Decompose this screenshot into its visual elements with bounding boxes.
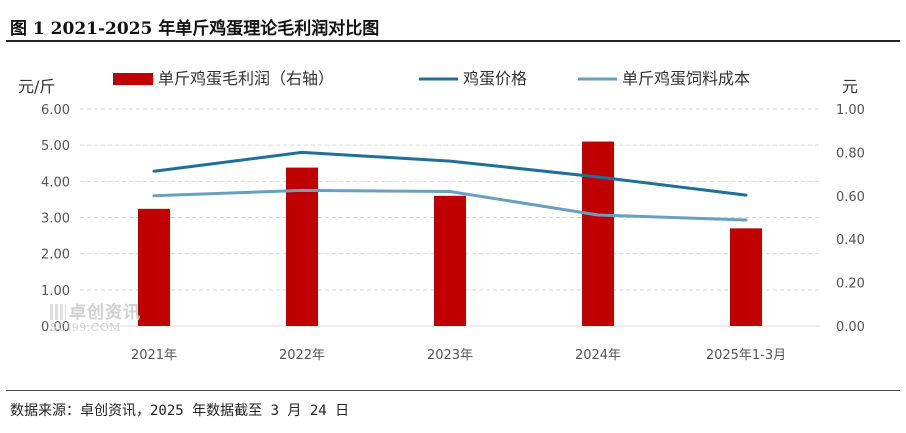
left-tick-label: 1.00 xyxy=(41,284,70,299)
bar xyxy=(138,208,170,326)
left-tick-label: 4.00 xyxy=(41,175,70,190)
watermark-logo-icon xyxy=(50,304,66,320)
legend-label: 单斤鸡蛋毛利润（右轴） xyxy=(158,69,334,88)
right-tick-label: 0.80 xyxy=(836,146,865,161)
legend-swatch-bar xyxy=(113,73,153,85)
x-tick-label: 2022年 xyxy=(279,348,325,363)
right-tick-label: 0.60 xyxy=(836,190,865,205)
chart-title: 图 1 2021-2025 年单斤鸡蛋理论毛利润对比图 xyxy=(10,19,380,39)
x-tick-label: 2025年1-3月 xyxy=(706,348,786,363)
bar xyxy=(730,228,762,326)
watermark-sub: SCI99.COM xyxy=(50,321,121,334)
left-tick-label: 3.00 xyxy=(41,212,70,227)
bar xyxy=(582,141,614,326)
source-note: 数据来源：卓创资讯，2025 年数据截至 3 月 24 日 xyxy=(10,403,350,419)
legend-label: 单斤鸡蛋饲料成本 xyxy=(622,69,750,88)
watermark: 卓创资讯 SCI99.COM xyxy=(50,304,141,333)
watermark-main: 卓创资讯 xyxy=(69,303,141,323)
right-tick-label: 0.00 xyxy=(836,320,865,335)
x-tick-label: 2023年 xyxy=(427,348,473,363)
bar xyxy=(434,195,466,326)
right-tick-label: 1.00 xyxy=(836,103,865,118)
series-line xyxy=(152,188,748,222)
left-tick-label: 0.00 xyxy=(41,320,70,335)
title-bar: 图 1 2021-2025 年单斤鸡蛋理论毛利润对比图 xyxy=(6,6,900,42)
left-tick-label: 6.00 xyxy=(41,103,70,118)
left-tick-label: 2.00 xyxy=(41,248,70,263)
left-axis-unit: 元/斤 xyxy=(18,77,55,96)
legend-label: 鸡蛋价格 xyxy=(463,69,527,88)
left-tick-label: 5.00 xyxy=(41,139,70,154)
right-axis-unit: 元 xyxy=(842,77,858,96)
x-tick-label: 2021年 xyxy=(131,348,177,363)
bar xyxy=(286,167,318,326)
series-line xyxy=(152,150,748,197)
footer-divider xyxy=(6,390,900,391)
right-tick-label: 0.20 xyxy=(836,277,865,292)
right-tick-label: 0.40 xyxy=(836,233,865,248)
x-tick-label: 2024年 xyxy=(575,348,621,363)
